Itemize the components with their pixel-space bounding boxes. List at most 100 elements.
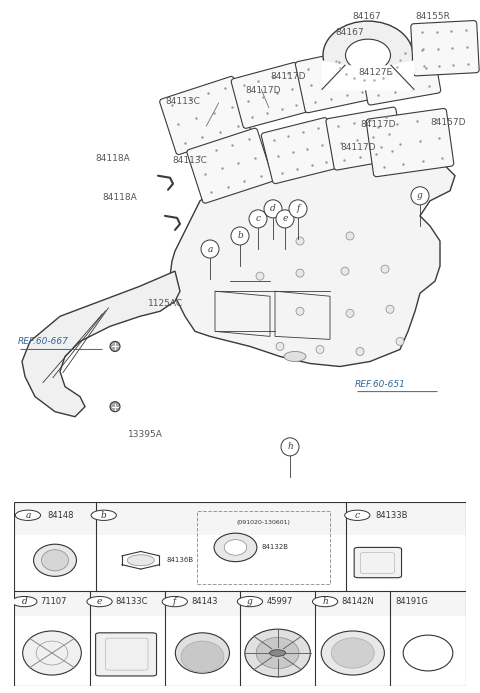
FancyBboxPatch shape — [295, 48, 374, 113]
FancyBboxPatch shape — [354, 547, 402, 578]
Text: d: d — [270, 204, 276, 213]
Text: a: a — [207, 245, 213, 254]
Ellipse shape — [346, 40, 391, 71]
Text: g: g — [417, 191, 423, 200]
Polygon shape — [22, 271, 180, 416]
Text: 1125AC: 1125AC — [148, 299, 183, 308]
Ellipse shape — [323, 21, 413, 89]
Circle shape — [201, 240, 219, 258]
FancyBboxPatch shape — [326, 107, 404, 170]
Text: b: b — [101, 511, 107, 520]
Text: d: d — [22, 597, 27, 606]
Text: 84133C: 84133C — [116, 597, 148, 606]
Circle shape — [296, 269, 304, 277]
FancyBboxPatch shape — [366, 109, 454, 177]
Text: 84132B: 84132B — [262, 545, 288, 550]
Text: 84142N: 84142N — [341, 597, 374, 606]
Circle shape — [346, 309, 354, 317]
Text: REF.60-651: REF.60-651 — [355, 380, 406, 389]
Text: 71107: 71107 — [41, 597, 67, 606]
Text: 84155R: 84155R — [415, 12, 450, 21]
FancyBboxPatch shape — [187, 128, 273, 203]
Text: 84133B: 84133B — [375, 511, 408, 520]
Text: 84148: 84148 — [47, 511, 73, 520]
Ellipse shape — [321, 631, 384, 675]
FancyBboxPatch shape — [96, 633, 156, 676]
Circle shape — [386, 305, 394, 313]
FancyBboxPatch shape — [411, 21, 479, 76]
Circle shape — [91, 510, 116, 520]
Circle shape — [356, 347, 364, 356]
Circle shape — [396, 337, 404, 345]
Text: REF.60-667: REF.60-667 — [18, 337, 69, 346]
Ellipse shape — [214, 533, 257, 561]
Circle shape — [269, 650, 286, 656]
Circle shape — [381, 265, 389, 273]
Circle shape — [15, 510, 41, 520]
Ellipse shape — [224, 540, 247, 555]
Circle shape — [264, 200, 282, 218]
FancyBboxPatch shape — [231, 62, 309, 128]
Polygon shape — [170, 159, 455, 367]
Text: 84117D: 84117D — [340, 143, 375, 152]
Text: b: b — [237, 231, 243, 240]
Circle shape — [276, 342, 284, 351]
Text: 84157D: 84157D — [430, 119, 466, 128]
Text: (091020-130601): (091020-130601) — [237, 520, 290, 525]
FancyBboxPatch shape — [261, 118, 339, 184]
Text: 13395A: 13395A — [128, 430, 163, 439]
Circle shape — [411, 187, 429, 205]
Text: 84167: 84167 — [335, 28, 364, 37]
Circle shape — [341, 267, 349, 275]
Text: 84117D: 84117D — [245, 87, 280, 96]
Text: f: f — [173, 597, 177, 606]
Text: 84167: 84167 — [352, 12, 381, 21]
Circle shape — [312, 597, 338, 607]
Circle shape — [296, 237, 304, 245]
Text: 84118A: 84118A — [102, 193, 137, 202]
Circle shape — [289, 200, 307, 218]
Text: a: a — [25, 511, 31, 520]
Ellipse shape — [403, 635, 453, 671]
Text: 84113C: 84113C — [172, 156, 207, 165]
Text: 84118A: 84118A — [95, 154, 130, 163]
Circle shape — [249, 210, 267, 228]
Ellipse shape — [331, 638, 374, 668]
Circle shape — [276, 210, 294, 228]
Circle shape — [256, 272, 264, 280]
Circle shape — [296, 307, 304, 315]
Polygon shape — [14, 590, 466, 616]
Text: h: h — [287, 442, 293, 451]
Ellipse shape — [245, 629, 310, 677]
Circle shape — [316, 345, 324, 353]
Text: 84117D: 84117D — [270, 72, 305, 81]
Text: 84136B: 84136B — [167, 557, 194, 563]
Ellipse shape — [34, 544, 76, 577]
Circle shape — [231, 227, 249, 245]
Circle shape — [346, 232, 354, 240]
Circle shape — [162, 597, 187, 607]
Text: f: f — [296, 204, 300, 213]
Text: 84127E: 84127E — [358, 69, 392, 78]
Text: 45997: 45997 — [266, 597, 292, 606]
Text: g: g — [247, 597, 253, 606]
FancyBboxPatch shape — [160, 76, 251, 155]
Circle shape — [345, 510, 370, 520]
Ellipse shape — [41, 550, 69, 571]
Text: 84117D: 84117D — [360, 121, 396, 130]
Text: 84191G: 84191G — [396, 597, 429, 606]
Text: c: c — [355, 511, 360, 520]
Circle shape — [110, 402, 120, 412]
Ellipse shape — [175, 633, 229, 673]
Ellipse shape — [284, 351, 306, 362]
Text: c: c — [255, 214, 261, 223]
Circle shape — [87, 597, 112, 607]
FancyBboxPatch shape — [360, 40, 441, 105]
Text: e: e — [97, 597, 102, 606]
Circle shape — [110, 342, 120, 351]
Text: 84113C: 84113C — [165, 98, 200, 107]
Text: e: e — [282, 214, 288, 223]
Polygon shape — [322, 60, 414, 90]
Text: h: h — [322, 597, 328, 606]
Polygon shape — [14, 502, 466, 536]
